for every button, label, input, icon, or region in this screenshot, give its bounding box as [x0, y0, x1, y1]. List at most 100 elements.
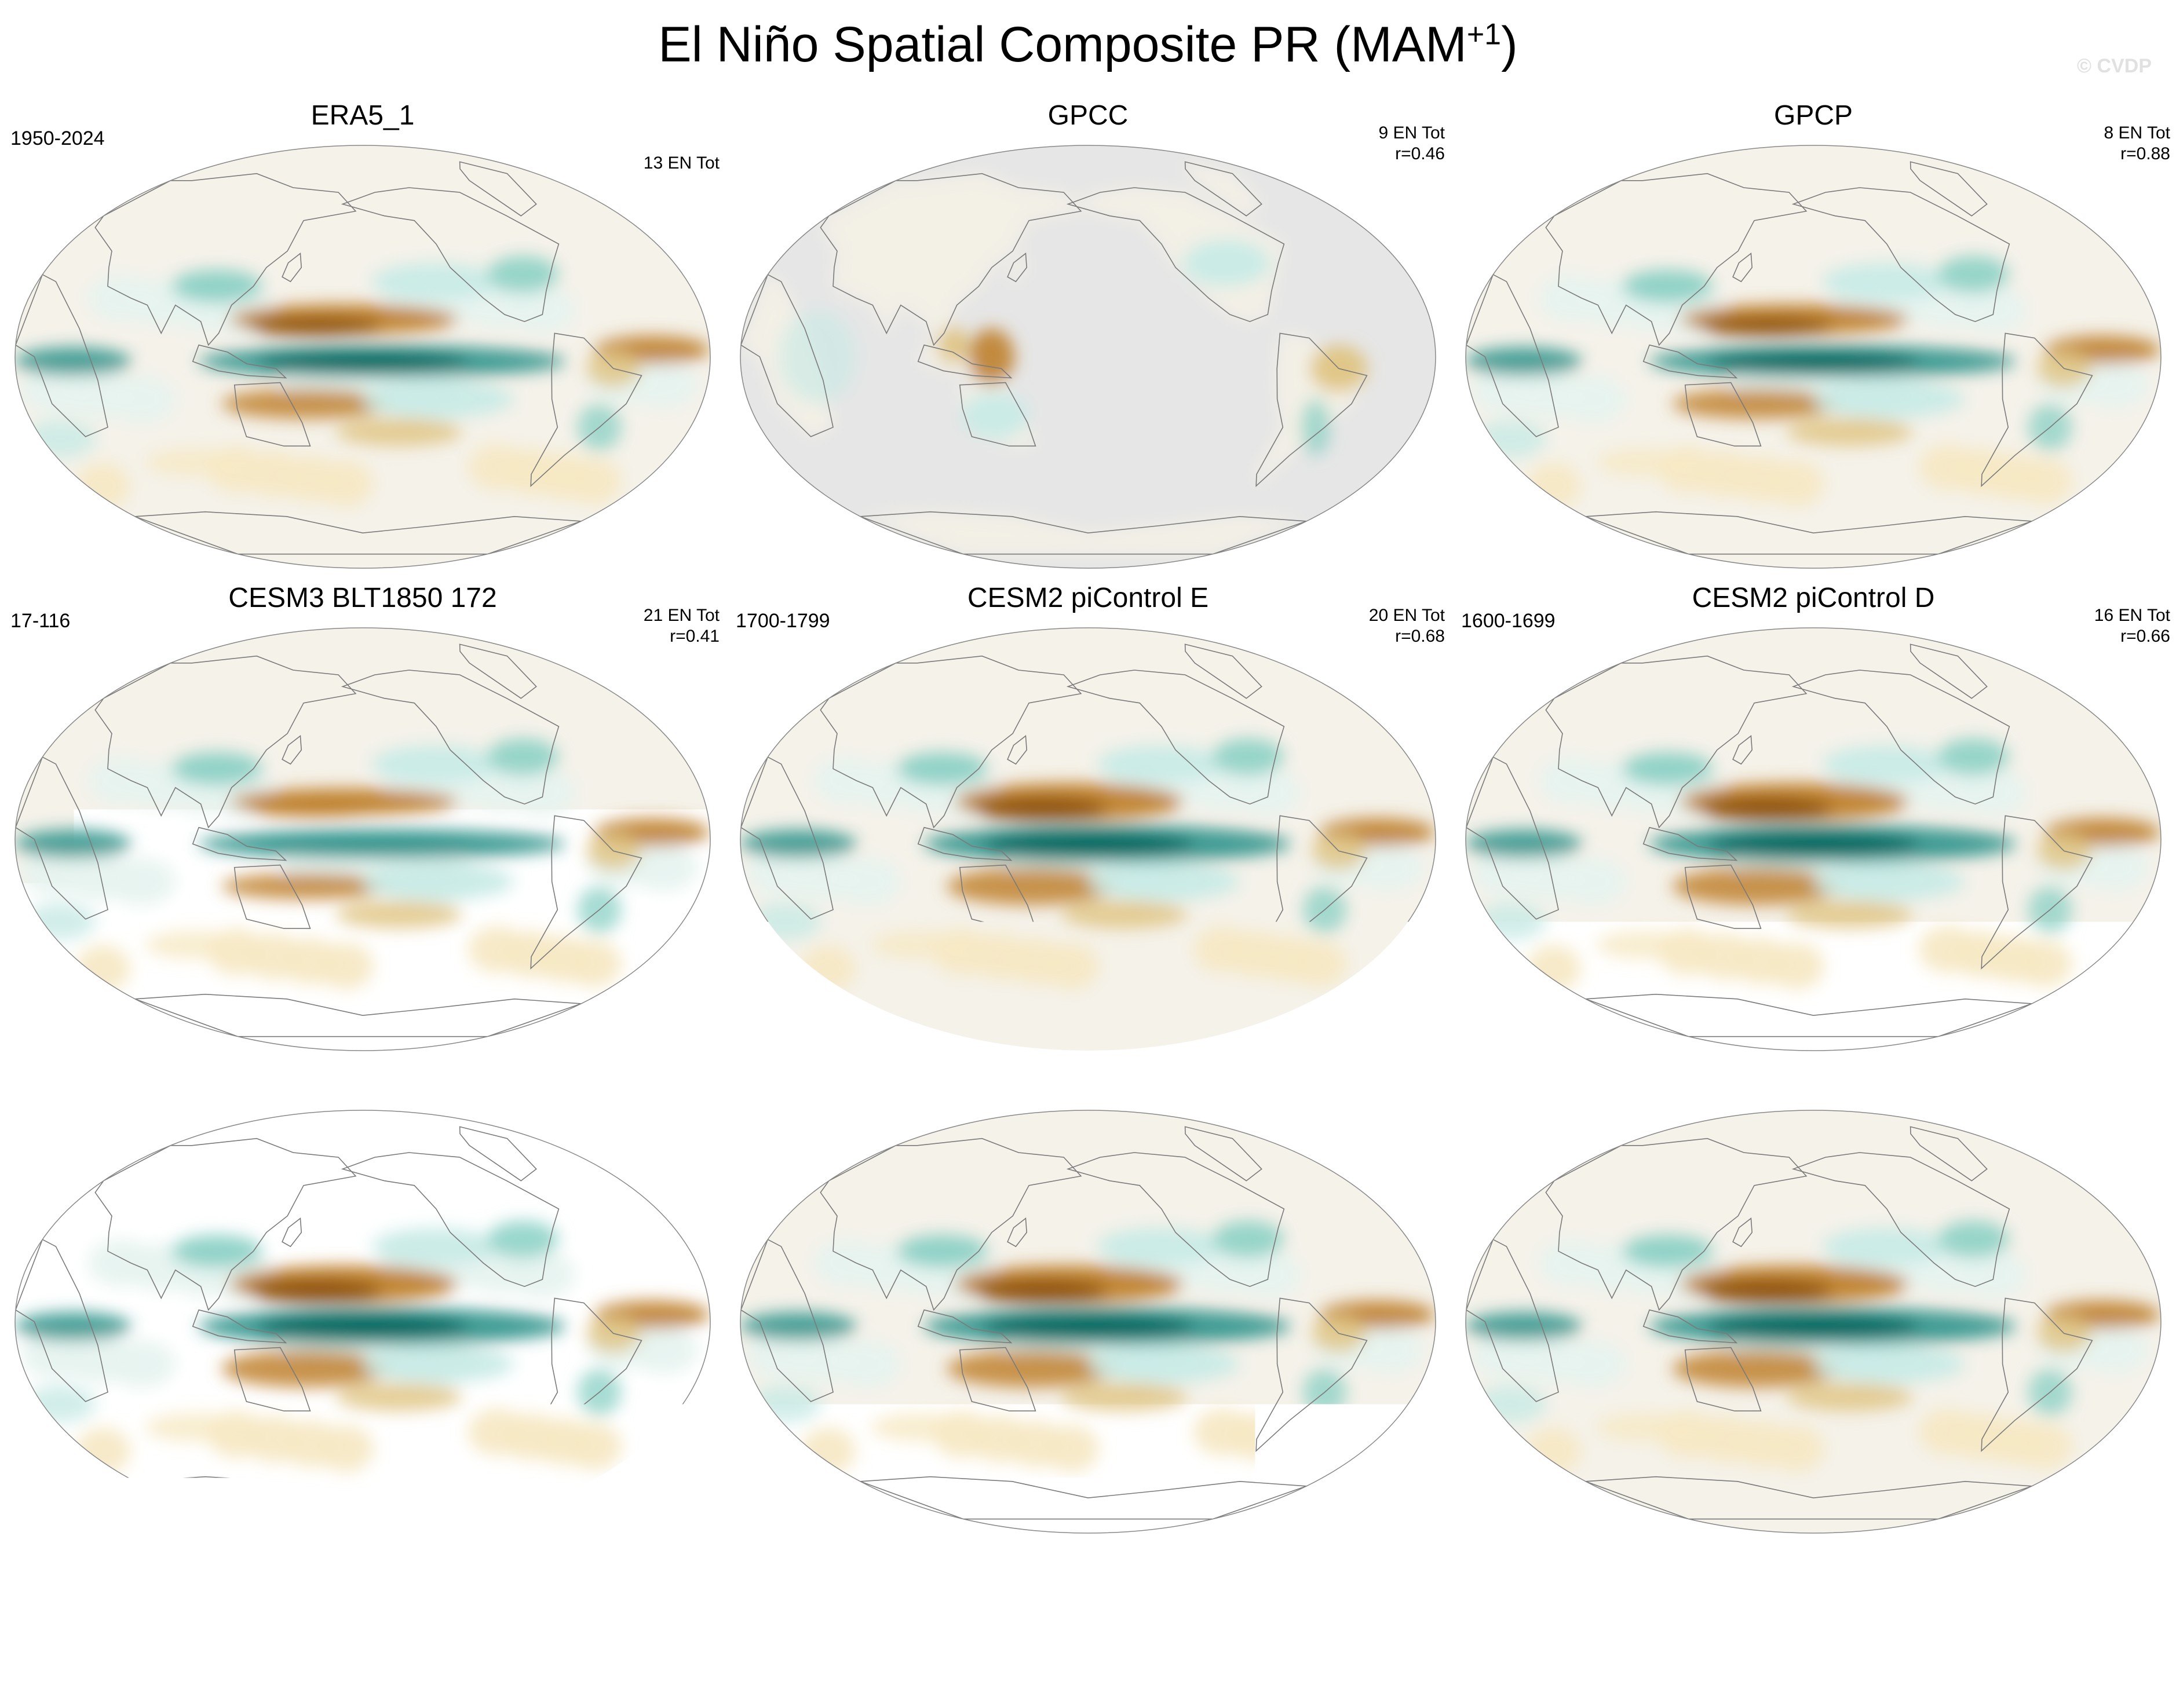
robinson-map: [1451, 137, 2176, 571]
bg-speckle: [75, 463, 130, 510]
map-panel: CESM3 BLT1850 172 17-116 21 EN Tot r=0.41: [0, 582, 725, 1063]
panel-title: CESM2 piControl E: [725, 582, 1451, 615]
colorbar-swatch: [597, 1575, 667, 1606]
map-field: [15, 628, 710, 1051]
southern-ocean-dry: [145, 1413, 246, 1442]
south-indian-wet: [25, 1385, 96, 1423]
equatorial-wet-core: [982, 1315, 1195, 1338]
robinson-map: [725, 1102, 1451, 1536]
bg-speckle: [1539, 275, 1605, 321]
north-pacific-dry-core: [1699, 797, 1832, 821]
map-field: [1466, 1110, 2161, 1533]
bg-speckle: [813, 1239, 880, 1286]
south-pacific-dry: [1786, 418, 1912, 447]
robinson-map: [0, 619, 725, 1054]
map-field: [1466, 145, 2161, 568]
robinson-map: [1451, 1102, 2176, 1536]
map-panel: CESM2 piControl A 1100-1199 16 EN Tot r=0.6…: [1451, 1065, 2176, 1545]
colorbar-swatch: [1017, 1575, 1087, 1606]
south-indian-wet: [750, 1385, 822, 1423]
map-field: [15, 145, 710, 568]
anomaly-australia: [962, 392, 1028, 439]
map-panel: GPCC 9 EN Tot r=0.46: [725, 100, 1451, 580]
north-pacific-dry-core: [248, 1279, 382, 1303]
us-wet: [487, 1221, 558, 1259]
equatorial-wet-core: [257, 835, 469, 853]
north-pacific-dry-core: [1699, 1279, 1832, 1303]
colorbar-swatch: [1718, 1575, 1788, 1606]
colorbar-swatch: [1648, 1575, 1718, 1606]
bg-speckle: [88, 757, 155, 804]
north-pacific-dry-core: [248, 800, 382, 817]
equatorial-wet-core: [1707, 352, 1920, 371]
equatorial-wet-core: [1707, 832, 1920, 856]
south-pacific-wet: [1088, 1345, 1239, 1383]
bg-speckle: [468, 444, 527, 491]
robinson-map: [725, 137, 1451, 571]
south-pacific-dry: [335, 418, 462, 447]
south-indian-wet: [1476, 903, 1547, 941]
bg-speckle: [1539, 757, 1605, 804]
title-main-text: El Niño Spatial Composite PR (MAM: [658, 17, 1467, 72]
indian-ocean-wet: [740, 1312, 856, 1341]
south-indian-wet: [750, 903, 822, 941]
south-pacific-wet: [1813, 1345, 1965, 1383]
map-field: [740, 145, 1436, 568]
bg-speckle: [88, 275, 155, 321]
figure-title: El Niño Spatial Composite PR (MAM+1): [0, 13, 2176, 76]
indian-ocean-wet: [15, 830, 131, 858]
map-panel: CESM2 piControl E 1700-1799 20 EN Tot r=0.6…: [725, 582, 1451, 1063]
bg-speckle: [468, 926, 527, 973]
indian-ocean-wet: [1466, 830, 1582, 858]
east-asia-wet: [1622, 752, 1713, 785]
bg-speckle: [1526, 463, 1581, 510]
map-panel: ERA5_1 1950-2024 13 EN Tot: [0, 100, 725, 580]
robinson-map: [0, 1102, 725, 1536]
bg-speckle: [801, 1428, 856, 1475]
colorbar-swatch: [1578, 1575, 1648, 1606]
indian-ocean-wet: [1466, 348, 1582, 376]
robinson-map: [1451, 619, 2176, 1054]
south-indian-wet: [25, 420, 96, 458]
panel-title: ERA5_1: [0, 100, 725, 132]
equatorial-wet-core: [257, 1315, 469, 1338]
colorbar-swatch: [1368, 1575, 1438, 1606]
colorbar-swatch: [667, 1575, 737, 1606]
bg-speckle: [468, 1409, 527, 1455]
indian-ocean-wet: [15, 1312, 131, 1341]
north-pacific-dry-core: [973, 1279, 1107, 1303]
south-pacific-dry: [1061, 1383, 1187, 1411]
southern-ocean-dry: [871, 931, 971, 959]
robinson-map: [0, 137, 725, 571]
south-pacific-wet: [363, 863, 514, 901]
bg-speckle: [1919, 1409, 1978, 1455]
panel-title: CESM2 piControl D: [1451, 582, 2176, 615]
colorbar-swatch: [1158, 1575, 1228, 1606]
colorbar-swatch: [387, 1575, 457, 1606]
us-wet: [1938, 1221, 2009, 1259]
south-pacific-wet: [363, 381, 514, 418]
title-close-paren: ): [1501, 17, 1518, 72]
colorbar-swatch: [877, 1575, 947, 1606]
map-field: [740, 1110, 1436, 1533]
panel-title: CESM2 piControl A: [1451, 1065, 2176, 1097]
south-pacific-dry: [335, 1383, 462, 1411]
colorbar: [387, 1575, 1788, 1606]
south-pacific-wet: [1813, 381, 1965, 418]
panel-title: CESM2 piControl C: [0, 1065, 725, 1097]
map-panel: GPCP 8 EN Tot r=0.88: [1451, 100, 2176, 580]
east-asia-wet: [171, 270, 262, 303]
equatorial-wet-core: [1707, 1315, 1920, 1338]
panel-title: GPCC: [725, 100, 1451, 132]
southern-ocean-dry: [145, 448, 246, 477]
bg-speckle: [75, 1428, 130, 1475]
us-wet: [1213, 1221, 1284, 1259]
east-asia-wet: [897, 752, 988, 785]
us-wet: [1938, 256, 2009, 294]
anomaly-us: [1183, 239, 1269, 286]
south-indian-wet: [1476, 420, 1547, 458]
colorbar-swatch: [1438, 1575, 1508, 1606]
bg-speckle: [801, 945, 856, 992]
south-indian-wet: [1476, 1385, 1547, 1423]
south-indian-wet: [25, 903, 96, 941]
